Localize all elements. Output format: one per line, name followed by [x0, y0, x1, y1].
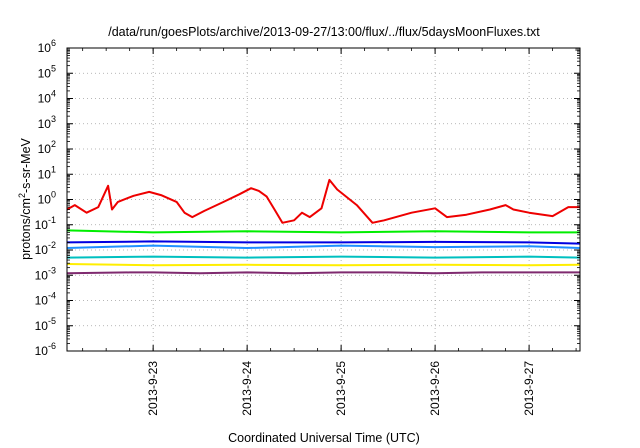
- x-tick-label: 2013-9-26: [428, 361, 442, 416]
- series-line-2: [66, 263, 581, 267]
- y-tick-exp: 3: [51, 114, 56, 124]
- y-tick-label: 10-5: [35, 316, 56, 333]
- y-tick-base: 10: [38, 92, 52, 106]
- y-tick-label: 103: [38, 114, 56, 131]
- series-line-7: [66, 178, 580, 224]
- y-axis-label: protons/cm2-s-sr-MeV: [17, 137, 33, 259]
- y-tick-exp: 4: [51, 89, 56, 99]
- x-axis-label: Coordinated Universal Time (UTC): [228, 431, 420, 445]
- x-tick-label: 2013-9-25: [334, 361, 348, 416]
- y-tick-base: 10: [35, 218, 49, 232]
- y-axis-label-base: protons/cm: [19, 198, 33, 260]
- y-tick-exp: -2: [48, 240, 56, 250]
- series-line-5: [66, 240, 581, 245]
- axis-ticks: [67, 47, 580, 352]
- series-line-3: [66, 255, 581, 259]
- series-line-6: [66, 229, 580, 234]
- y-tick-label: 10-4: [35, 291, 56, 308]
- y-axis-label-sup: 2: [17, 193, 27, 198]
- y-tick-base: 10: [38, 41, 52, 55]
- y-axis-label-rest: -s-sr-MeV: [19, 137, 33, 193]
- y-tick-exp: 0: [51, 190, 56, 200]
- y-tick-exp: -5: [48, 316, 56, 326]
- y-tick-exp: 1: [51, 164, 56, 174]
- y-tick-exp: -4: [48, 291, 56, 301]
- y-tick-base: 10: [38, 117, 52, 131]
- y-tick-base: 10: [35, 294, 49, 308]
- y-tick-exp: 5: [51, 63, 56, 73]
- y-tick-exp: -3: [48, 265, 56, 275]
- x-tick-label: 2013-9-27: [522, 361, 536, 416]
- y-tick-exp: -1: [48, 215, 56, 225]
- y-tick-base: 10: [35, 344, 49, 358]
- y-tick-labels: 10610510410310210110010-110-210-310-410-…: [35, 38, 56, 358]
- y-tick-label: 10-6: [35, 341, 56, 358]
- y-tick-exp: 6: [51, 38, 56, 48]
- chart-title: /data/run/goesPlots/archive/2013-09-27/1…: [108, 25, 540, 39]
- y-tick-label: 101: [38, 164, 56, 181]
- series-line-4: [66, 244, 581, 249]
- y-tick-label: 106: [38, 38, 56, 55]
- y-tick-base: 10: [35, 319, 49, 333]
- y-tick-base: 10: [35, 243, 49, 257]
- y-tick-exp: 2: [51, 139, 56, 149]
- y-tick-label: 100: [38, 190, 56, 207]
- x-tick-label: 2013-9-24: [240, 361, 254, 416]
- x-tick-labels: 2013-9-23 2013-9-24 2013-9-25 2013-9-26 2013…: [146, 361, 536, 416]
- y-tick-label: 105: [38, 63, 56, 80]
- y-tick-base: 10: [38, 66, 52, 80]
- y-tick-label: 10-2: [35, 240, 56, 257]
- y-tick-base: 10: [38, 193, 52, 207]
- x-tick-label: 2013-9-23: [146, 361, 160, 416]
- y-tick-label: 102: [38, 139, 56, 156]
- y-tick-base: 10: [38, 142, 52, 156]
- series-line-1: [66, 271, 580, 275]
- y-tick-label: 10-3: [35, 265, 56, 282]
- y-tick-exp: -6: [48, 341, 56, 351]
- data-series: [66, 178, 581, 275]
- y-tick-base: 10: [38, 167, 52, 181]
- y-tick-label: 10-1: [35, 215, 56, 232]
- y-tick-label: 104: [38, 89, 56, 106]
- y-tick-base: 10: [35, 268, 49, 282]
